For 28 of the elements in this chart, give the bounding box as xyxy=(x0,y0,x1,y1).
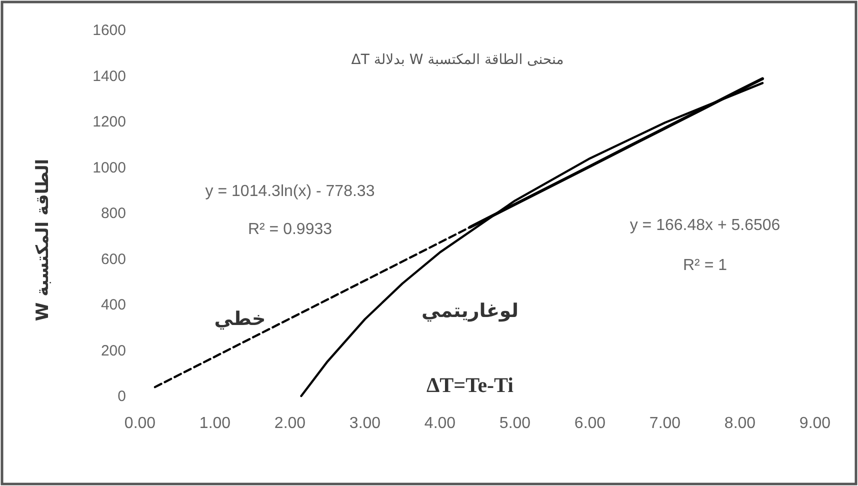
x-tick-label: 7.00 xyxy=(649,415,681,432)
y-tick-label: 1200 xyxy=(92,114,126,130)
x-tick-label: 9.00 xyxy=(799,415,831,432)
annotation: y = 1014.3ln(x) - 778.33 xyxy=(205,183,375,200)
series-label: خطي xyxy=(214,308,266,330)
text: منحنى الطاقة المكتسبة W بدلالة ΔT xyxy=(351,52,564,68)
y-tick-label: 1000 xyxy=(92,159,126,176)
x-tick-label: 1.00 xyxy=(199,415,231,432)
y-axis-title: الطاقة المكتسبة W xyxy=(33,158,53,322)
y-tick-label: 600 xyxy=(100,250,126,268)
y-tick-label: 200 xyxy=(100,342,126,360)
x-tick-label: 0.00 xyxy=(124,415,156,432)
y-tick-label: 1400 xyxy=(92,68,126,85)
y-tick-label: 400 xyxy=(100,296,126,314)
y-tick-label: 0 xyxy=(118,388,126,405)
y-tick-label: 800 xyxy=(100,205,126,222)
x-axis-title: ΔT=Te-Ti xyxy=(426,373,514,397)
x-tick-label: 5.00 xyxy=(499,415,531,432)
x-tick-label: 3.00 xyxy=(349,415,381,432)
x-tick-label: 4.00 xyxy=(424,415,456,432)
annotation: y = 166.48x + 5.6506 xyxy=(630,217,780,234)
x-tick-label: 2.00 xyxy=(274,415,306,432)
x-tick-label: 8.00 xyxy=(724,415,756,432)
series-label: لوغاريتمي xyxy=(422,300,518,322)
x-tick-label: 6.00 xyxy=(574,415,606,432)
y-tick-label: 1600 xyxy=(92,22,126,39)
annotation: R² = 0.9933 xyxy=(248,221,332,238)
annotation: R² = 1 xyxy=(682,257,728,274)
